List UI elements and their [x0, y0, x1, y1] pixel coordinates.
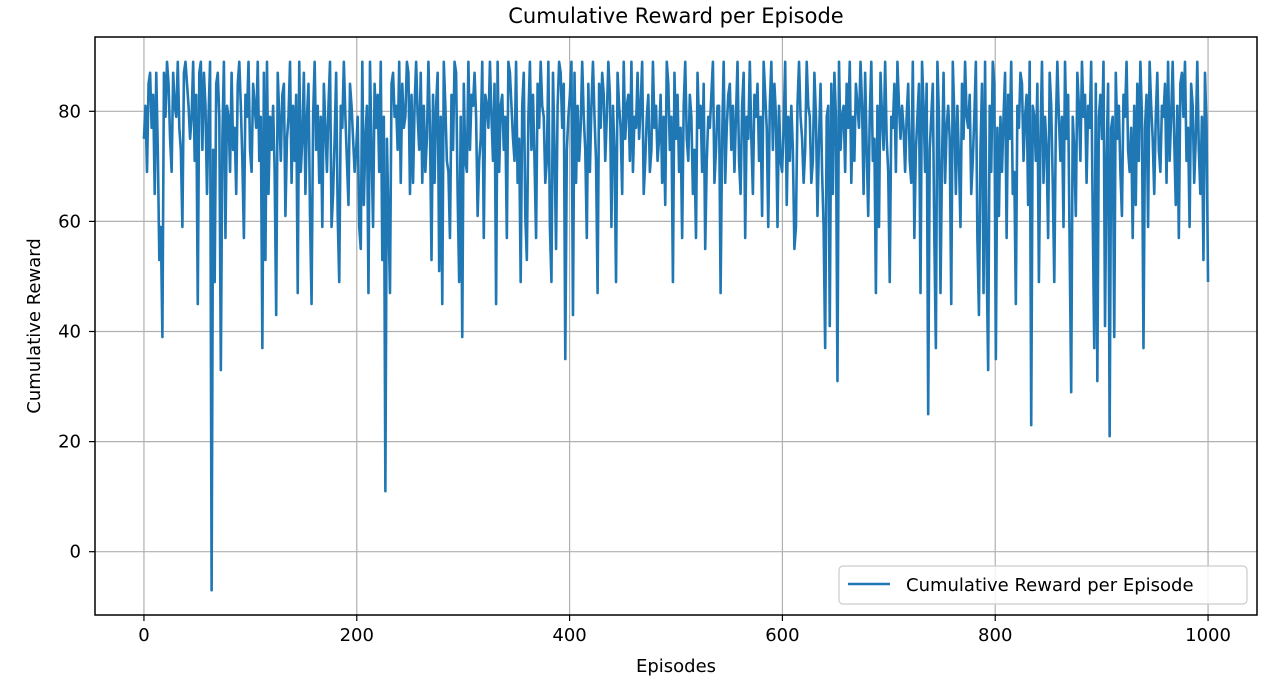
y-tick-label: 40	[58, 322, 81, 343]
y-tick-label: 0	[70, 542, 81, 563]
series-line-cumulative-reward	[142, 60, 1210, 592]
x-tick-label: 400	[552, 625, 586, 646]
x-tick-label: 200	[340, 625, 374, 646]
legend-box	[838, 565, 1248, 605]
x-tick-label: 600	[765, 625, 799, 646]
y-tick-label: 60	[58, 211, 81, 232]
plot-frame	[94, 36, 1258, 616]
x-tick-label: 800	[978, 625, 1012, 646]
x-tick-label: 0	[138, 625, 149, 646]
x-axis-label: Episodes	[636, 656, 716, 677]
y-tick-label: 80	[58, 101, 81, 122]
y-axis-ticks: 0 20 40 60 80	[58, 101, 95, 563]
y-axis-label: Cumulative Reward	[24, 238, 45, 414]
plot-area	[142, 60, 1210, 592]
x-tick-label: 1000	[1185, 625, 1231, 646]
legend-label: Cumulative Reward per Episode	[906, 575, 1194, 596]
x-axis-ticks: 0 200 400 600 800 1000	[138, 615, 1231, 646]
legend: Cumulative Reward per Episode	[838, 565, 1248, 605]
y-tick-label: 20	[58, 432, 81, 453]
chart-title: Cumulative Reward per Episode	[508, 4, 843, 28]
